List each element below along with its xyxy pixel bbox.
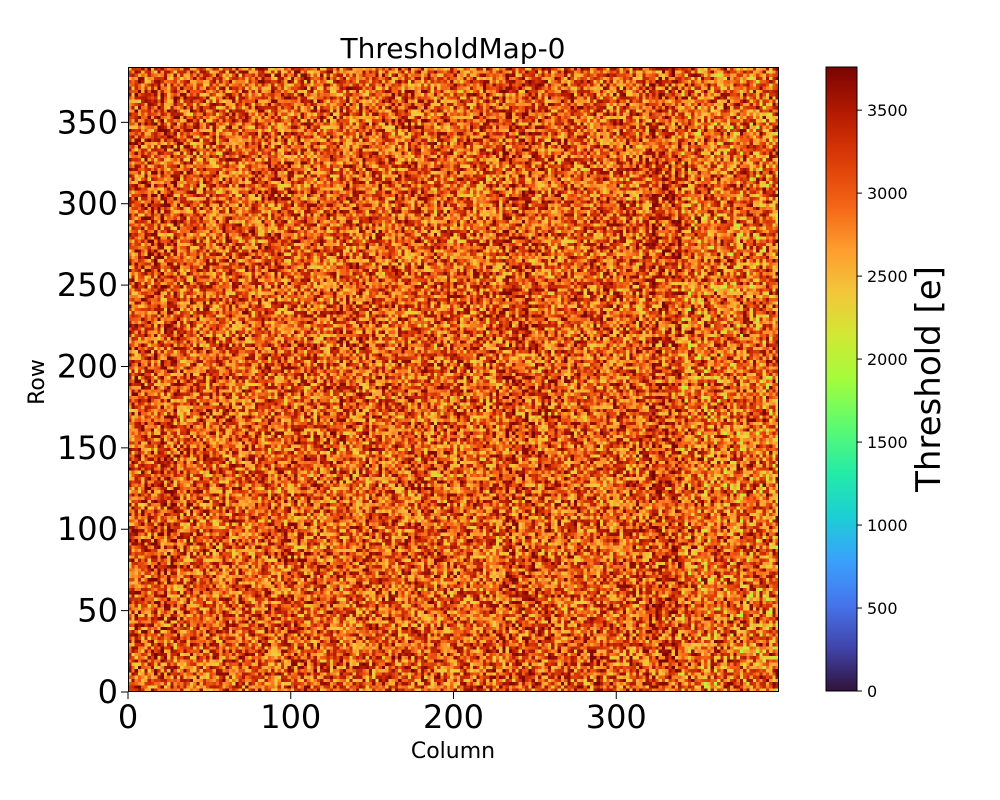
colorbar-tick-label: 2500 — [867, 267, 908, 286]
y-tick-label: 200 — [57, 347, 118, 385]
x-tick-label: 200 — [423, 698, 484, 736]
y-tick-label: 250 — [57, 266, 118, 304]
x-axis-label: Column — [411, 739, 495, 764]
x-tick-label: 300 — [586, 698, 647, 736]
colorbar-tick-label: 3000 — [867, 184, 908, 203]
y-axis: 0 50 100 150 200 250 300 350 — [57, 103, 128, 711]
colorbar-tick-label: 0 — [867, 682, 877, 701]
colorbar-label: Threshold [e] — [909, 266, 949, 493]
x-tick-label: 0 — [118, 698, 138, 736]
colorbar-tick-label: 1000 — [867, 516, 908, 535]
colorbar — [825, 66, 858, 692]
y-tick-label: 50 — [77, 592, 118, 630]
y-tick-label: 100 — [57, 510, 118, 548]
colorbar-tick-label: 2000 — [867, 350, 908, 369]
y-tick-label: 0 — [98, 673, 118, 711]
colorbar-tick-label: 3500 — [867, 101, 908, 120]
heatmap-cells — [128, 67, 779, 692]
y-tick-label: 350 — [57, 103, 118, 141]
x-axis: 0 100 200 300 — [118, 692, 647, 736]
y-tick-label: 300 — [57, 185, 118, 223]
chart-title: ThresholdMap-0 — [340, 32, 566, 65]
plot-frame — [128, 67, 779, 692]
colorbar-tick-label: 1500 — [867, 433, 908, 452]
colorbar-axis: 0 500 1000 1500 2000 2500 3000 3500 — [857, 101, 908, 701]
heatmap-image — [128, 67, 779, 692]
y-axis-label: Row — [25, 359, 50, 405]
y-tick-label: 150 — [57, 429, 118, 467]
x-tick-label: 100 — [260, 698, 321, 736]
colorbar-tick-label: 500 — [867, 599, 898, 618]
